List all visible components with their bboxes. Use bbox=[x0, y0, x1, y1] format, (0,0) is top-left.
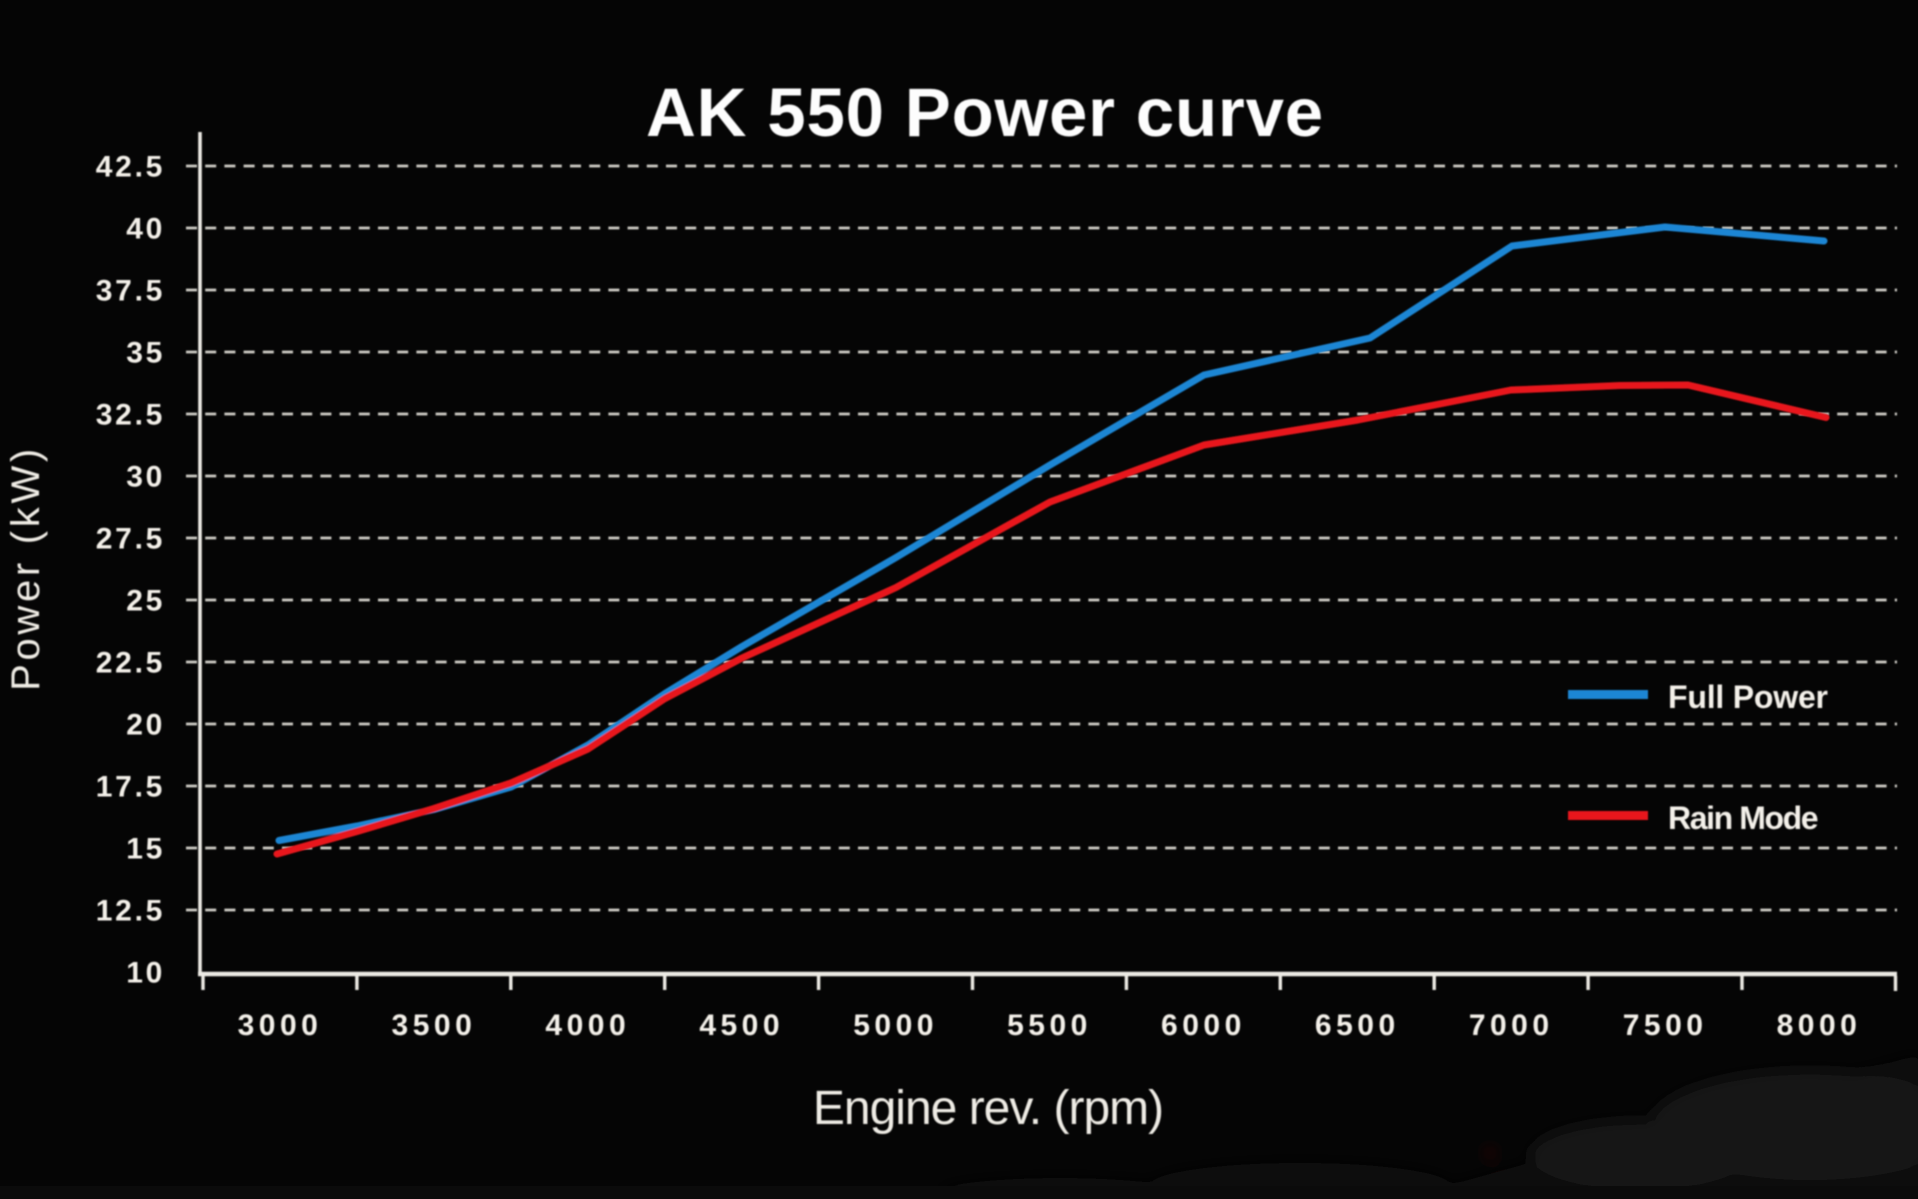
svg-text:3500: 3500 bbox=[392, 1009, 477, 1042]
svg-text:6500: 6500 bbox=[1315, 1009, 1400, 1042]
svg-text:17.5: 17.5 bbox=[96, 771, 165, 804]
svg-text:40: 40 bbox=[126, 213, 165, 246]
svg-text:5000: 5000 bbox=[853, 1009, 938, 1042]
svg-text:4000: 4000 bbox=[545, 1009, 630, 1042]
svg-text:7000: 7000 bbox=[1469, 1009, 1554, 1042]
svg-text:12.5: 12.5 bbox=[96, 895, 165, 928]
svg-text:42.5: 42.5 bbox=[96, 151, 165, 184]
svg-text:AK 550 Power curve: AK 550 Power curve bbox=[646, 74, 1324, 151]
svg-text:5500: 5500 bbox=[1007, 1009, 1092, 1042]
svg-text:35: 35 bbox=[126, 337, 165, 370]
svg-text:27.5: 27.5 bbox=[96, 523, 165, 556]
svg-text:Power (kW): Power (kW) bbox=[4, 445, 48, 691]
svg-text:37.5: 37.5 bbox=[96, 275, 165, 308]
svg-text:Engine rev. (rpm): Engine rev. (rpm) bbox=[813, 1082, 1163, 1135]
svg-text:3000: 3000 bbox=[238, 1009, 323, 1042]
svg-text:7500: 7500 bbox=[1623, 1009, 1708, 1042]
svg-text:8000: 8000 bbox=[1777, 1009, 1862, 1042]
svg-text:15: 15 bbox=[126, 833, 165, 866]
svg-text:Full Power: Full Power bbox=[1668, 679, 1828, 715]
svg-text:22.5: 22.5 bbox=[96, 647, 165, 680]
svg-text:Rain Mode: Rain Mode bbox=[1668, 800, 1818, 836]
svg-text:10: 10 bbox=[126, 957, 165, 990]
svg-text:20: 20 bbox=[126, 709, 165, 742]
svg-text:6000: 6000 bbox=[1161, 1009, 1246, 1042]
svg-text:25: 25 bbox=[126, 585, 165, 618]
svg-text:30: 30 bbox=[126, 461, 165, 494]
svg-text:32.5: 32.5 bbox=[96, 399, 165, 432]
svg-text:4500: 4500 bbox=[699, 1009, 784, 1042]
